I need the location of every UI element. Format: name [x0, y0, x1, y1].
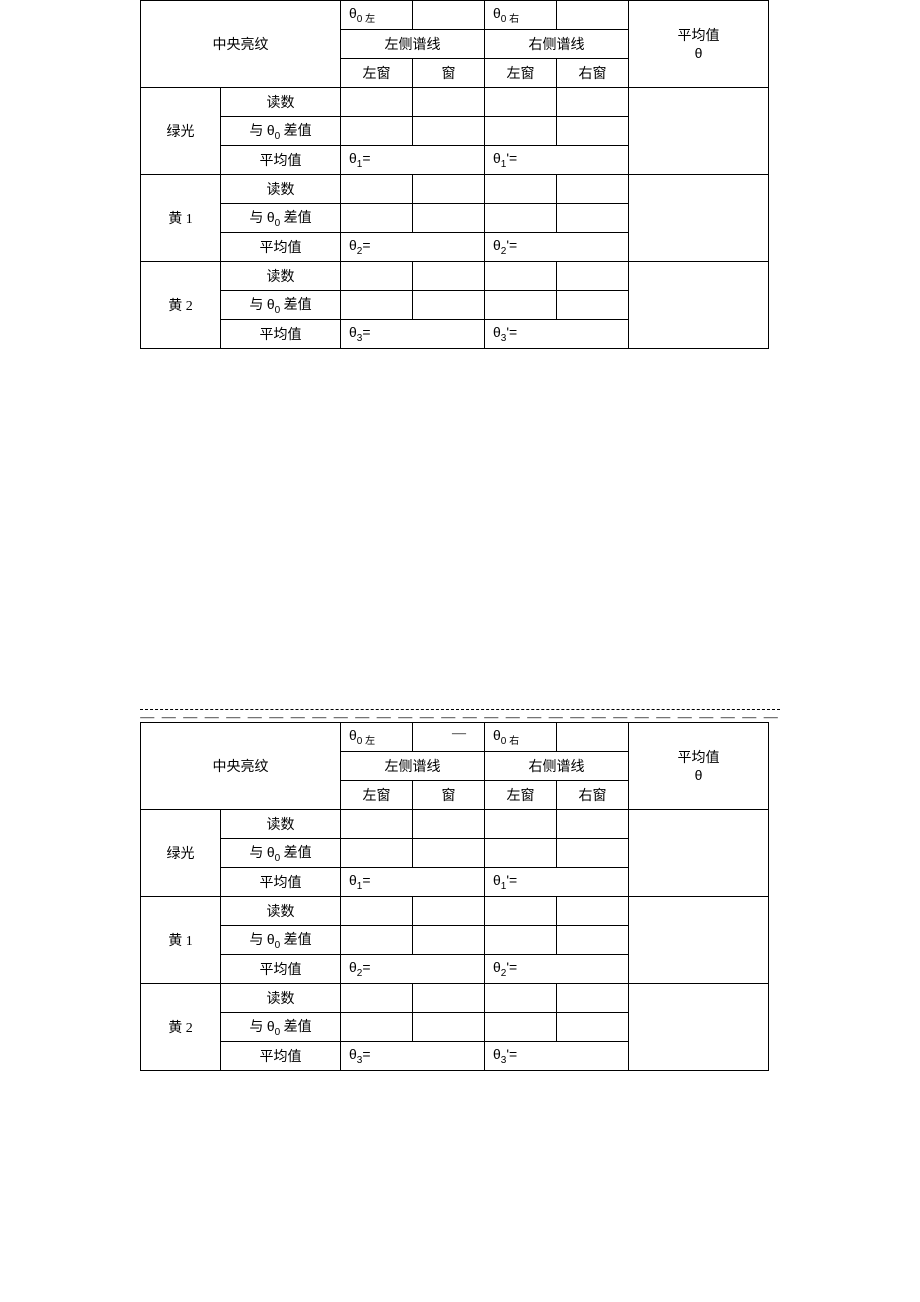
spectral-table-2: 中央亮纹 θ0 左 θ0 右 平均值θ 左侧谱线 右侧谱线 左窗 窗 左窗 右窗…	[140, 722, 769, 1071]
g3-avg	[629, 262, 769, 349]
g2-reading-label: 读数	[221, 175, 341, 204]
g1-avg	[629, 88, 769, 175]
g3-diff-e	[485, 291, 557, 320]
g3-diff-label: 与 θ0 差值	[221, 291, 341, 320]
g1-avg-label: 平均值	[221, 146, 341, 175]
g1-name: 绿光	[141, 88, 221, 175]
g3-avg-label: 平均值	[221, 320, 341, 349]
g1-reading-c	[341, 88, 413, 117]
g2-name: 黄 1	[141, 175, 221, 262]
t2-g3-theta-left: θ3=	[341, 1042, 485, 1071]
t2-g3-reading-label: 读数	[221, 984, 341, 1013]
hdr-theta0-left-empty	[413, 1, 485, 30]
t2-hdr-right-spectral: 右侧谱线	[485, 752, 629, 781]
g3-reading-d	[413, 262, 485, 291]
g3-reading-e	[485, 262, 557, 291]
hdr-window-1: 窗	[413, 59, 485, 88]
g1-diff-d	[413, 117, 485, 146]
page-container: 中央亮纹 θ0 左 θ0 右 平均值θ 左侧谱线 右侧谱线 左窗 窗 左窗 右窗…	[0, 0, 920, 1071]
g2-theta-right: θ2'=	[485, 233, 629, 262]
spectral-table-1: 中央亮纹 θ0 左 θ0 右 平均值θ 左侧谱线 右侧谱线 左窗 窗 左窗 右窗…	[140, 0, 769, 349]
t2-hdr-central-fringe: 中央亮纹	[141, 723, 341, 810]
hdr-left-window-2: 左窗	[485, 59, 557, 88]
hdr-right-spectral: 右侧谱线	[485, 30, 629, 59]
t2-hdr-window-1: 窗	[413, 781, 485, 810]
t2-g2-theta-right: θ2'=	[485, 955, 629, 984]
g1-theta-right: θ1'=	[485, 146, 629, 175]
t2-hdr-avg: 平均值θ	[629, 723, 769, 810]
spectral-table-1-wrapper: 中央亮纹 θ0 左 θ0 右 平均值θ 左侧谱线 右侧谱线 左窗 窗 左窗 右窗…	[140, 0, 920, 349]
g1-theta-left: θ1=	[341, 146, 485, 175]
hdr-avg: 平均值θ	[629, 1, 769, 88]
t2-hdr-right-window-2: 右窗	[557, 781, 629, 810]
t2-g1-diff-label: 与 θ0 差值	[221, 839, 341, 868]
t2-hdr-left-spectral: 左侧谱线	[341, 752, 485, 781]
t2-g2-diff-label: 与 θ0 差值	[221, 926, 341, 955]
g1-diff-e	[485, 117, 557, 146]
t2-hdr-left-window-2: 左窗	[485, 781, 557, 810]
t2-g3-name: 黄 2	[141, 984, 221, 1071]
t2-hdr-left-window-1: 左窗	[341, 781, 413, 810]
t2-g1-avg-label: 平均值	[221, 868, 341, 897]
t2-g2-avg-label: 平均值	[221, 955, 341, 984]
g1-diff-label: 与 θ0 差值	[221, 117, 341, 146]
g2-diff-c	[341, 204, 413, 233]
g1-reading-f	[557, 88, 629, 117]
g2-avg	[629, 175, 769, 262]
g1-reading-d	[413, 88, 485, 117]
hdr-left-window-1: 左窗	[341, 59, 413, 88]
t2-g3-diff-label: 与 θ0 差值	[221, 1013, 341, 1042]
g2-reading-d	[413, 175, 485, 204]
g3-diff-d	[413, 291, 485, 320]
g2-reading-c	[341, 175, 413, 204]
g1-reading-e	[485, 88, 557, 117]
g1-diff-f	[557, 117, 629, 146]
g3-theta-left: θ3=	[341, 320, 485, 349]
g3-name: 黄 2	[141, 262, 221, 349]
g1-reading-label: 读数	[221, 88, 341, 117]
t2-g1-avg	[629, 810, 769, 897]
hdr-theta0-right: θ0 右	[485, 1, 557, 30]
hdr-theta0-left: θ0 左	[341, 1, 413, 30]
t2-g3-avg	[629, 984, 769, 1071]
t2-g2-name: 黄 1	[141, 897, 221, 984]
spectral-table-2-wrapper: 中央亮纹 θ0 左 θ0 右 平均值θ 左侧谱线 右侧谱线 左窗 窗 左窗 右窗…	[140, 722, 920, 1071]
g1-diff-c	[341, 117, 413, 146]
g2-diff-label: 与 θ0 差值	[221, 204, 341, 233]
t2-g3-avg-label: 平均值	[221, 1042, 341, 1071]
t2-g1-theta-right: θ1'=	[485, 868, 629, 897]
g2-diff-e	[485, 204, 557, 233]
g2-avg-label: 平均值	[221, 233, 341, 262]
hdr-theta0-right-empty	[557, 1, 629, 30]
t2-g2-theta-left: θ2=	[341, 955, 485, 984]
page-divider: — — — — — — — — — — — — — — — — — — — — …	[140, 709, 780, 710]
g3-diff-c	[341, 291, 413, 320]
g3-theta-right: θ3'=	[485, 320, 629, 349]
t2-g1-reading-label: 读数	[221, 810, 341, 839]
hdr-right-window-2: 右窗	[557, 59, 629, 88]
g2-diff-f	[557, 204, 629, 233]
g2-reading-e	[485, 175, 557, 204]
t2-hdr-theta0-left: θ0 左	[341, 723, 413, 752]
t2-g2-reading-label: 读数	[221, 897, 341, 926]
hdr-left-spectral: 左侧谱线	[341, 30, 485, 59]
g2-theta-left: θ2=	[341, 233, 485, 262]
g3-diff-f	[557, 291, 629, 320]
g3-reading-f	[557, 262, 629, 291]
t2-g2-avg	[629, 897, 769, 984]
t2-hdr-theta0-right: θ0 右	[485, 723, 557, 752]
g2-reading-f	[557, 175, 629, 204]
hdr-central-fringe: 中央亮纹	[141, 1, 341, 88]
t2-hdr-theta0-right-empty	[557, 723, 629, 752]
g3-reading-label: 读数	[221, 262, 341, 291]
t2-g3-theta-right: θ3'=	[485, 1042, 629, 1071]
t2-hdr-theta0-left-empty	[413, 723, 485, 752]
t2-g1-name: 绿光	[141, 810, 221, 897]
t2-g1-theta-left: θ1=	[341, 868, 485, 897]
g2-diff-d	[413, 204, 485, 233]
g3-reading-c	[341, 262, 413, 291]
